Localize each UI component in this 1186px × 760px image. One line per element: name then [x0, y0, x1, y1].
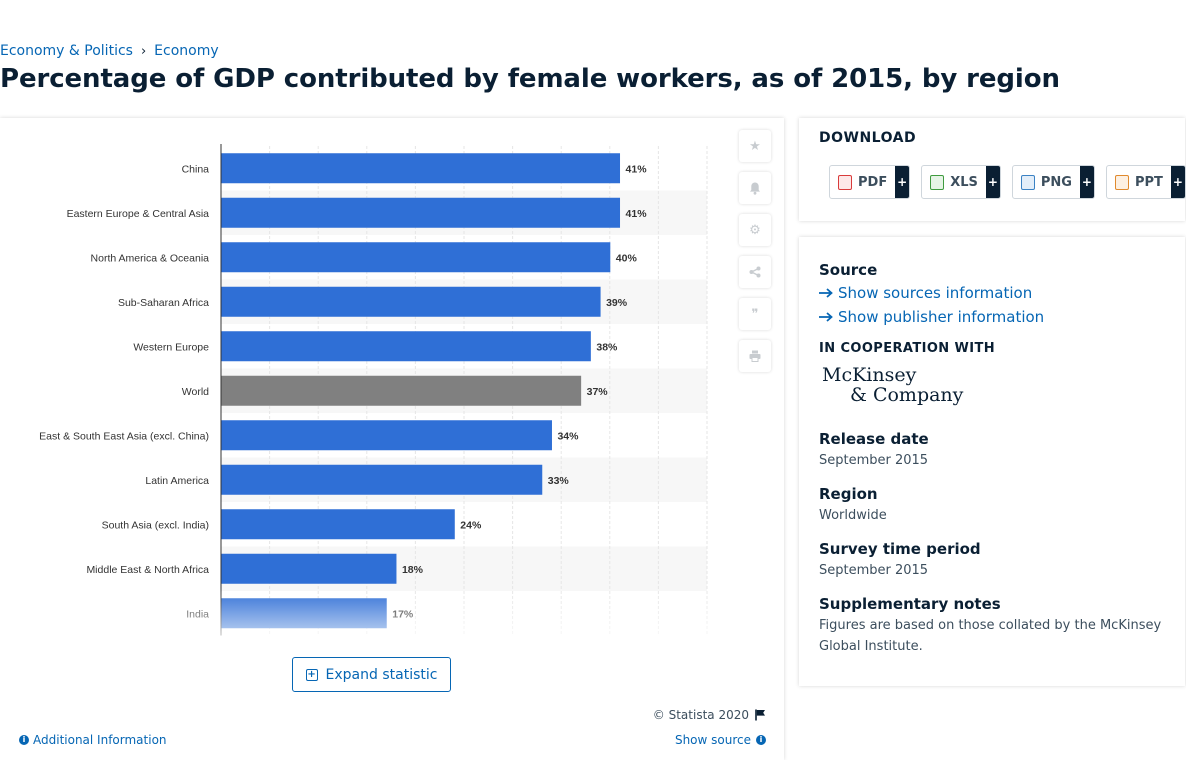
show-publisher-link[interactable]: Show publisher information	[819, 308, 1044, 326]
download-pdf-button[interactable]: PDF +	[829, 165, 911, 199]
download-title: DOWNLOAD	[819, 130, 917, 146]
statistic-info-card: Source Show sources information Show pub…	[799, 237, 1185, 686]
logo-line-1: McKinsey	[822, 364, 917, 386]
source-heading: Source	[819, 261, 878, 279]
bell-icon[interactable]	[739, 172, 771, 204]
category-label: China	[182, 163, 210, 175]
bar	[221, 331, 591, 362]
download-ppt-label: PPT	[1134, 174, 1163, 190]
plus-icon: +	[985, 166, 1000, 198]
show-publisher-label: Show publisher information	[838, 308, 1045, 326]
breadcrumb-separator: ›	[140, 43, 147, 59]
category-label: World	[182, 386, 209, 398]
category-label: Eastern Europe & Central Asia	[67, 208, 210, 220]
ppt-file-icon	[1114, 174, 1129, 190]
show-sources-link[interactable]: Show sources information	[819, 284, 1032, 302]
cooperation-heading: IN COOPERATION WITH	[819, 341, 996, 356]
data-label: 41%	[626, 163, 648, 175]
logo-line-2: & Company	[850, 384, 964, 406]
copyright-text: © Statista 2020	[652, 708, 749, 722]
bar	[221, 598, 387, 629]
survey-period-heading: Survey time period	[819, 540, 981, 558]
copyright: © Statista 2020	[653, 708, 766, 722]
data-label: 41%	[626, 208, 648, 220]
release-date-value: September 2015	[819, 453, 929, 468]
data-label: 33%	[548, 475, 570, 487]
show-sources-label: Show sources information	[838, 284, 1033, 302]
expand-icon: +	[305, 668, 318, 681]
bar	[221, 197, 621, 228]
bar	[221, 509, 455, 540]
supplementary-notes-heading: Supplementary notes	[819, 595, 1001, 613]
arrow-right-icon	[819, 288, 833, 298]
bar	[221, 153, 621, 184]
bar	[221, 375, 582, 406]
region-value: Worldwide	[819, 508, 887, 523]
xls-file-icon	[930, 174, 945, 190]
download-png-label: PNG	[1040, 174, 1072, 190]
png-file-icon	[1020, 174, 1035, 190]
bar	[221, 242, 611, 273]
category-label: North America & Oceania	[91, 252, 210, 264]
data-label: 18%	[402, 564, 424, 576]
bar	[221, 464, 543, 495]
show-source-label: Show source	[674, 733, 751, 747]
download-xls-button[interactable]: XLS +	[921, 165, 1001, 199]
breadcrumb-economy[interactable]: Economy	[154, 43, 219, 59]
data-label: 24%	[460, 519, 482, 531]
category-label: South Asia (excl. India)	[102, 519, 209, 531]
category-label: Latin America	[145, 475, 209, 487]
data-label: 39%	[606, 297, 628, 309]
bar-chart: China 41% Eastern Europe & Central Asia 41%…	[39, 144, 708, 636]
category-label: Sub-Saharan Africa	[118, 297, 209, 309]
arrow-right-icon	[819, 312, 833, 322]
bar	[221, 420, 552, 451]
flag-icon[interactable]	[755, 709, 766, 721]
data-label: 17%	[392, 608, 414, 620]
download-card: DOWNLOAD PDF + XLS + PNG + PPT +	[799, 118, 1186, 221]
data-label: 40%	[616, 252, 638, 264]
chart-card: China 41% Eastern Europe & Central Asia 41%…	[0, 118, 784, 760]
survey-period-value: September 2015	[819, 563, 929, 578]
breadcrumb-economy-politics[interactable]: Economy & Politics	[0, 43, 133, 59]
chart-area: China 41% Eastern Europe & Central Asia 41%…	[0, 136, 784, 648]
plus-icon: +	[895, 166, 910, 198]
pdf-file-icon	[838, 174, 852, 190]
category-label: Western Europe	[133, 341, 209, 353]
download-ppt-button[interactable]: PPT +	[1105, 165, 1186, 199]
mckinsey-logo: McKinsey & Company	[822, 365, 963, 405]
download-buttons: PDF + XLS + PNG + PPT +	[829, 165, 1186, 199]
expand-label: Expand statistic	[325, 666, 438, 683]
download-xls-label: XLS	[950, 174, 978, 190]
region-heading: Region	[819, 485, 878, 503]
release-date-heading: Release date	[819, 430, 929, 448]
bar	[221, 286, 601, 317]
supplementary-notes-value: Figures are based on those collated by t…	[819, 618, 1162, 654]
additional-information-link[interactable]: i Additional Information	[19, 733, 167, 747]
show-source-link[interactable]: Show source i	[675, 733, 766, 747]
info-icon: i	[19, 735, 29, 745]
additional-information-label: Additional Information	[33, 733, 167, 747]
bar	[221, 553, 397, 584]
plus-icon: +	[1079, 166, 1094, 198]
info-icon: i	[756, 735, 766, 745]
data-label: 38%	[596, 341, 618, 353]
gear-icon[interactable]: ⚙	[739, 214, 771, 246]
category-label: East & South East Asia (excl. China)	[39, 430, 209, 442]
plus-icon: +	[1170, 166, 1185, 198]
download-png-button[interactable]: PNG +	[1011, 165, 1095, 199]
star-icon[interactable]: ★	[739, 130, 771, 162]
category-label: India	[186, 608, 209, 620]
expand-statistic-button[interactable]: + Expand statistic	[292, 657, 451, 692]
page-title: Percentage of GDP contributed by female …	[0, 64, 1060, 94]
share-icon[interactable]	[739, 256, 771, 288]
data-label: 34%	[557, 430, 579, 442]
chart-tools: ★ ⚙ ❞	[739, 130, 771, 372]
data-label: 37%	[587, 386, 609, 398]
download-pdf-label: PDF	[858, 174, 888, 190]
quote-icon[interactable]: ❞	[739, 298, 771, 330]
print-icon[interactable]	[739, 340, 771, 372]
category-label: Middle East & North Africa	[86, 564, 209, 576]
breadcrumb: Economy & Politics › Economy	[0, 43, 219, 59]
